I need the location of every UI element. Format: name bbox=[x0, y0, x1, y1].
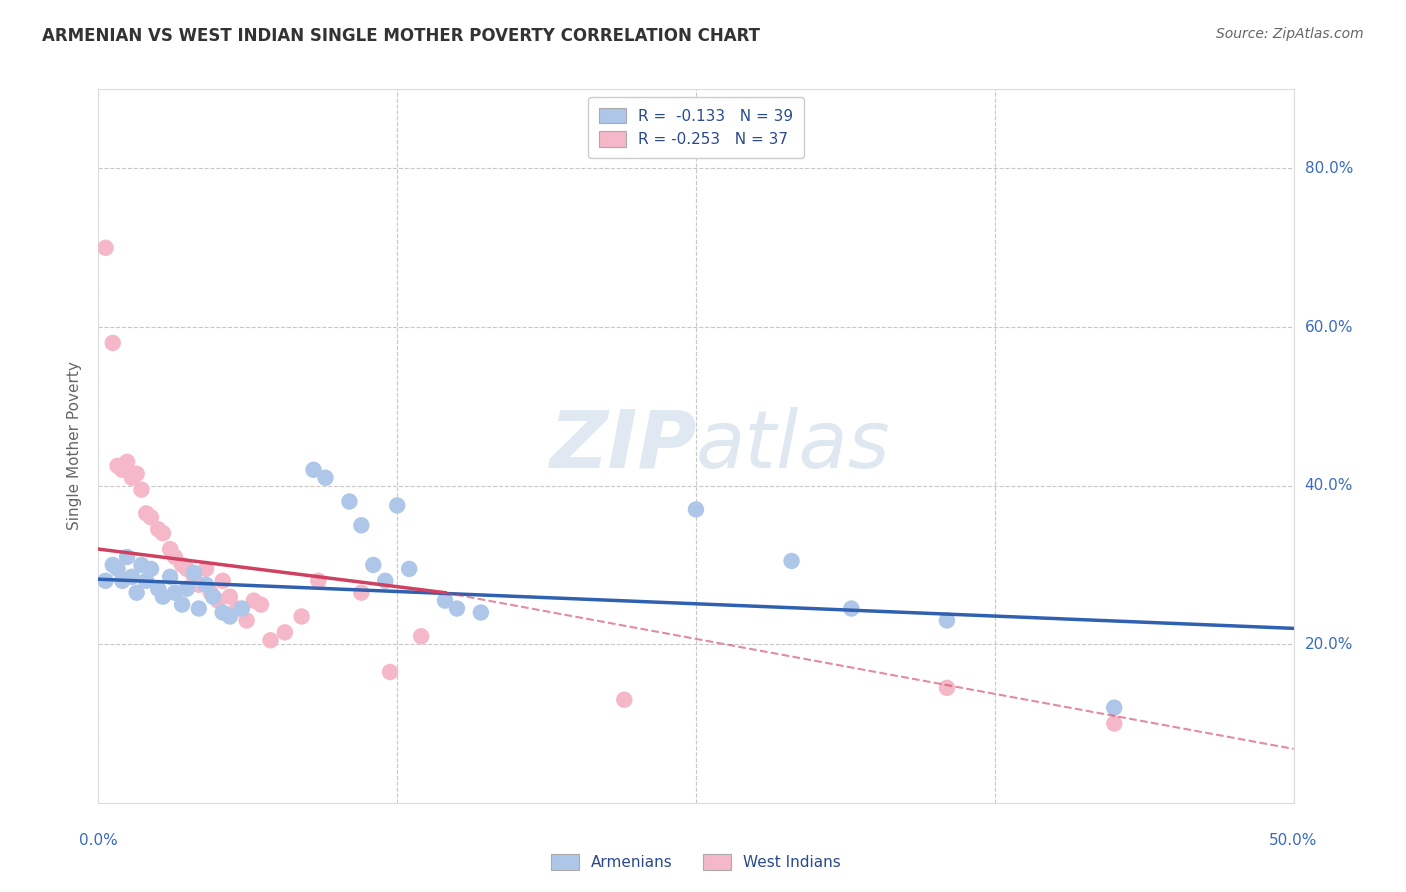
Point bbox=[433, 593, 456, 607]
Point bbox=[470, 606, 492, 620]
Point bbox=[115, 549, 138, 564]
Point bbox=[243, 593, 266, 607]
Point bbox=[183, 566, 205, 580]
Point bbox=[139, 562, 162, 576]
Point bbox=[148, 582, 170, 596]
Point bbox=[211, 606, 233, 620]
Point bbox=[935, 681, 957, 695]
Text: 80.0%: 80.0% bbox=[1305, 161, 1353, 176]
Point bbox=[187, 578, 209, 592]
Point bbox=[139, 510, 162, 524]
Point bbox=[231, 601, 253, 615]
Point bbox=[290, 609, 312, 624]
Point bbox=[613, 692, 636, 706]
Point bbox=[194, 578, 217, 592]
Point bbox=[131, 483, 153, 497]
Point bbox=[101, 558, 124, 572]
Point bbox=[207, 593, 229, 607]
Point bbox=[259, 633, 281, 648]
Point bbox=[385, 499, 409, 513]
Point bbox=[378, 665, 401, 679]
Legend: Armenians, West Indians: Armenians, West Indians bbox=[540, 844, 852, 880]
Point bbox=[121, 570, 143, 584]
Point bbox=[363, 558, 385, 572]
Point bbox=[183, 570, 205, 584]
Point bbox=[274, 625, 297, 640]
Point bbox=[172, 598, 194, 612]
Point bbox=[398, 562, 420, 576]
Point bbox=[135, 507, 157, 521]
Point bbox=[315, 471, 337, 485]
Point bbox=[187, 601, 209, 615]
Point bbox=[163, 585, 186, 599]
Text: 50.0%: 50.0% bbox=[1270, 833, 1317, 848]
Point bbox=[115, 455, 138, 469]
Point bbox=[411, 629, 433, 643]
Point bbox=[219, 609, 242, 624]
Point bbox=[1102, 716, 1125, 731]
Point bbox=[172, 558, 194, 572]
Point bbox=[350, 518, 373, 533]
Point bbox=[685, 502, 707, 516]
Point bbox=[111, 574, 134, 588]
Point bbox=[374, 574, 396, 588]
Text: Source: ZipAtlas.com: Source: ZipAtlas.com bbox=[1216, 27, 1364, 41]
Text: ARMENIAN VS WEST INDIAN SINGLE MOTHER POVERTY CORRELATION CHART: ARMENIAN VS WEST INDIAN SINGLE MOTHER PO… bbox=[42, 27, 761, 45]
Point bbox=[107, 562, 129, 576]
Point bbox=[226, 601, 249, 615]
Point bbox=[302, 463, 325, 477]
Point bbox=[350, 585, 373, 599]
Point bbox=[159, 542, 181, 557]
Point bbox=[1102, 700, 1125, 714]
Text: 20.0%: 20.0% bbox=[1305, 637, 1353, 652]
Point bbox=[839, 601, 862, 615]
Point bbox=[780, 554, 803, 568]
Point bbox=[131, 558, 153, 572]
Point bbox=[125, 585, 148, 599]
Point bbox=[935, 614, 957, 628]
Point bbox=[152, 526, 174, 541]
Point bbox=[135, 574, 157, 588]
Point bbox=[337, 494, 360, 508]
Point bbox=[94, 241, 117, 255]
Text: 0.0%: 0.0% bbox=[79, 833, 118, 848]
Y-axis label: Single Mother Poverty: Single Mother Poverty bbox=[67, 361, 83, 531]
Point bbox=[176, 562, 198, 576]
Point bbox=[176, 582, 198, 596]
Text: ZIP: ZIP bbox=[548, 407, 696, 485]
Point bbox=[211, 574, 233, 588]
Point bbox=[446, 601, 468, 615]
Point bbox=[202, 590, 225, 604]
Point bbox=[235, 614, 257, 628]
Point bbox=[219, 590, 242, 604]
Point bbox=[148, 522, 170, 536]
Point bbox=[101, 335, 124, 350]
Point bbox=[121, 471, 143, 485]
Text: 40.0%: 40.0% bbox=[1305, 478, 1353, 493]
Point bbox=[194, 562, 217, 576]
Point bbox=[200, 585, 222, 599]
Text: 60.0%: 60.0% bbox=[1305, 319, 1353, 334]
Point bbox=[152, 590, 174, 604]
Point bbox=[111, 463, 134, 477]
Point bbox=[250, 598, 273, 612]
Point bbox=[159, 570, 181, 584]
Point bbox=[107, 458, 129, 473]
Point bbox=[163, 549, 186, 564]
Point bbox=[94, 574, 117, 588]
Text: atlas: atlas bbox=[696, 407, 891, 485]
Point bbox=[307, 574, 329, 588]
Point bbox=[125, 467, 148, 481]
